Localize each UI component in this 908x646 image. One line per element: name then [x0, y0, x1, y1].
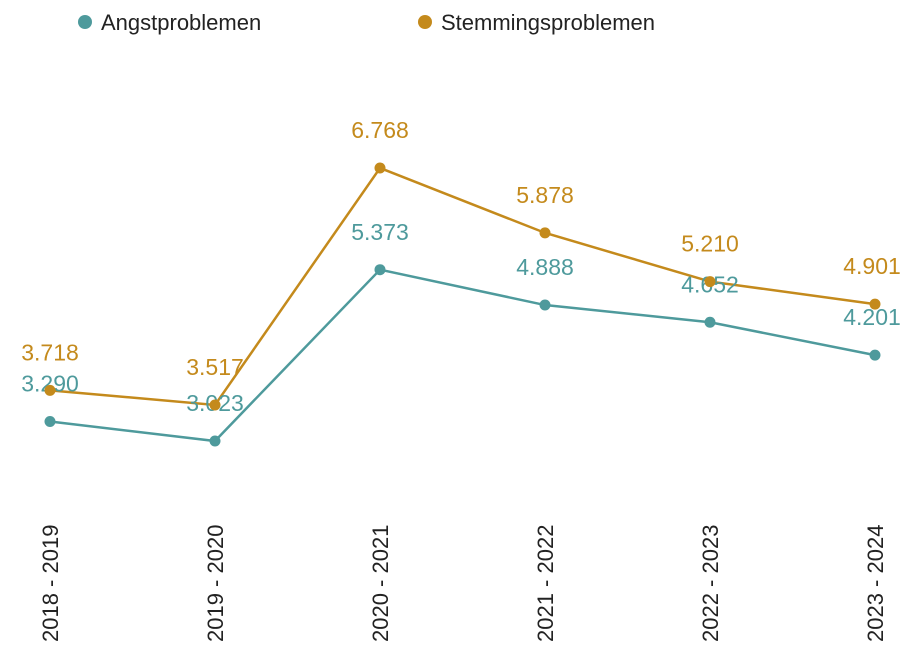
- legend-marker: [78, 15, 92, 29]
- x-tick-label: 2023 - 2024: [863, 525, 888, 642]
- value-label: 3.718: [21, 339, 79, 365]
- point: [209, 399, 221, 411]
- point: [539, 299, 551, 311]
- x-tick-label: 2021 - 2022: [533, 525, 558, 642]
- legend-label: Stemmingsproblemen: [441, 10, 655, 35]
- legend-marker: [418, 15, 432, 29]
- legend-label: Angstproblemen: [101, 10, 261, 35]
- x-tick-label: 2019 - 2020: [203, 525, 228, 642]
- value-label: 4.888: [516, 254, 574, 280]
- x-tick-label: 2022 - 2023: [698, 525, 723, 642]
- series-line: [49, 268, 876, 443]
- point: [869, 298, 881, 310]
- value-label: 6.768: [351, 117, 409, 143]
- series-line: [49, 166, 876, 407]
- point: [44, 384, 56, 396]
- x-tick-label: 2018 - 2019: [38, 525, 63, 642]
- point: [869, 349, 881, 361]
- value-label: 3.517: [186, 354, 244, 380]
- value-label: 5.210: [681, 231, 739, 257]
- value-label: 4.901: [843, 253, 901, 279]
- point: [209, 435, 221, 447]
- point: [704, 276, 716, 288]
- value-label: 5.373: [351, 219, 409, 245]
- point: [704, 316, 716, 328]
- point: [44, 416, 56, 428]
- point: [374, 264, 386, 276]
- x-tick-label: 2020 - 2021: [368, 525, 393, 642]
- point: [374, 162, 386, 174]
- point: [539, 227, 551, 239]
- value-label: 5.878: [516, 182, 574, 208]
